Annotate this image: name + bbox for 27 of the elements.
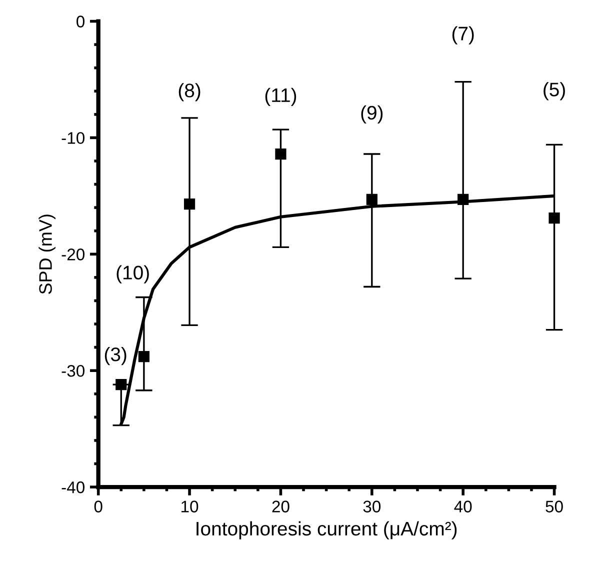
x-tick-label: 20 [272,500,290,512]
annotation: (11) [265,88,296,106]
annotation: (10) [116,265,149,284]
point [275,148,286,160]
point [366,194,378,205]
annotation: (8) [178,83,200,102]
y-tick-label: -30 [62,364,84,377]
x-tick-label: 40 [454,500,472,512]
point [138,351,150,362]
point [116,379,127,390]
annotation: (3) [104,346,126,366]
annotation: (5) [544,82,565,100]
annotation: (9) [361,105,383,124]
point [184,198,196,210]
x-tick-label: 30 [363,500,381,512]
point [548,212,560,224]
x-axis-title: Iontophoresis current (μA/cm²) [196,521,457,540]
y-tick-label: -40 [62,481,84,494]
y-axis-title: SPD (mV) [38,214,56,294]
point [458,194,469,205]
y-tick-label: -20 [62,248,84,260]
x-tick-label: 50 [546,500,563,512]
y-tick-label: 0 [76,16,84,28]
x-tick-label: 0 [94,500,102,512]
y-tick-label: -10 [62,132,84,144]
x-tick-label: 10 [182,500,198,512]
annotation: (7) [452,26,474,44]
